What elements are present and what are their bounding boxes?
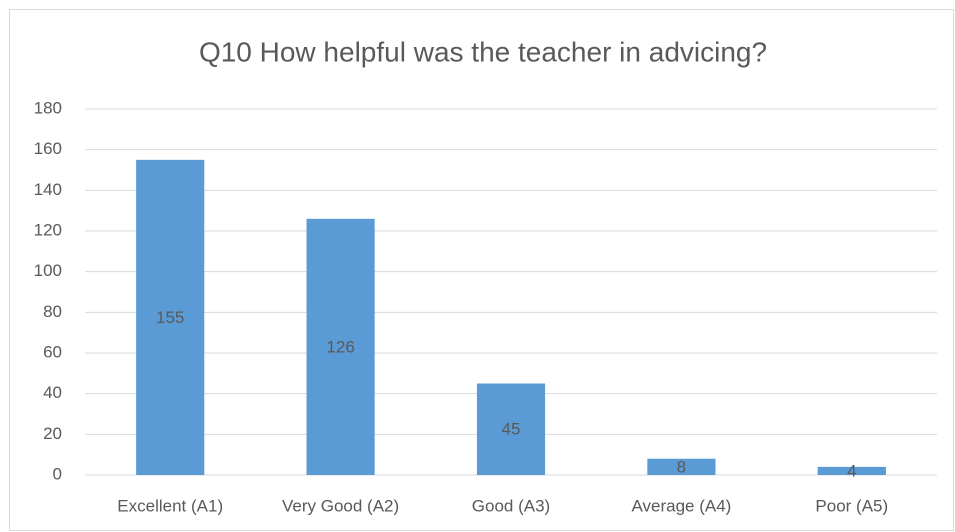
- data-label: 8: [677, 457, 686, 476]
- y-tick-label: 80: [43, 302, 62, 321]
- bar: [476, 383, 546, 475]
- x-tick-label: Average (A4): [631, 496, 731, 515]
- y-tick-label: 0: [53, 464, 62, 483]
- y-tick-label: 20: [43, 424, 62, 443]
- y-tick-label: 180: [34, 98, 62, 117]
- y-tick-label: 60: [43, 342, 62, 361]
- y-tick-label: 160: [34, 139, 62, 158]
- x-tick-label: Very Good (A2): [282, 496, 399, 515]
- bar: [136, 159, 205, 476]
- data-label: 4: [847, 461, 856, 480]
- y-tick-label: 40: [43, 383, 62, 402]
- data-label: 45: [502, 420, 521, 439]
- data-label: 155: [156, 308, 184, 327]
- x-tick-label: Excellent (A1): [117, 496, 223, 515]
- y-tick-label: 100: [34, 261, 62, 280]
- x-tick-label: Good (A3): [472, 496, 550, 515]
- y-tick-label: 140: [34, 180, 62, 199]
- x-tick-label: Poor (A5): [815, 496, 888, 515]
- y-tick-label: 120: [34, 220, 62, 239]
- bar: [306, 218, 375, 476]
- bar: [647, 458, 716, 475]
- data-label: 126: [326, 337, 354, 356]
- bar: [817, 466, 886, 475]
- chart-title: Q10 How helpful was the teacher in advic…: [199, 36, 767, 67]
